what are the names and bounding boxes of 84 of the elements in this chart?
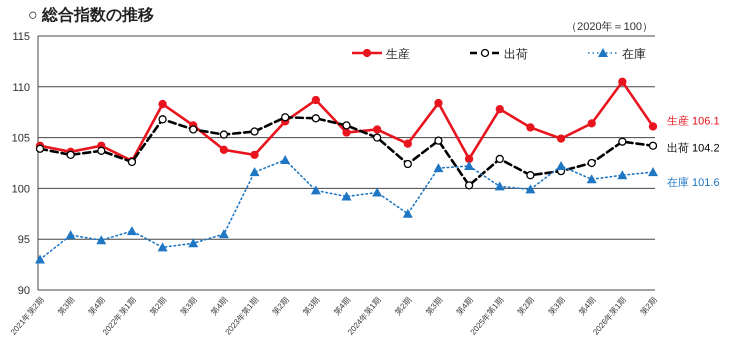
x-tick-label: 第3期 bbox=[178, 296, 199, 317]
x-tick-label: 第2期 bbox=[638, 296, 659, 317]
point bbox=[648, 142, 658, 150]
point bbox=[586, 174, 597, 184]
point bbox=[434, 98, 443, 108]
text: 出荷 104.2 bbox=[667, 142, 720, 155]
point bbox=[158, 242, 168, 252]
point bbox=[588, 119, 596, 128]
point bbox=[188, 238, 198, 248]
point bbox=[373, 125, 382, 134]
x-tick-label: 第4期 bbox=[332, 296, 352, 317]
point bbox=[342, 128, 351, 137]
point bbox=[526, 171, 535, 180]
point bbox=[342, 121, 351, 130]
point bbox=[36, 144, 44, 153]
point bbox=[280, 154, 290, 164]
chart-title: ○ 総合指数の推移 bbox=[28, 6, 154, 24]
point bbox=[373, 133, 382, 142]
point bbox=[433, 163, 444, 172]
y-tick-label: 100 bbox=[12, 183, 30, 196]
point bbox=[342, 192, 352, 201]
x-tick-label: 第4期 bbox=[86, 296, 107, 317]
x-tick-label: 第3期 bbox=[424, 296, 444, 317]
point bbox=[97, 146, 106, 155]
y-tick-label: 110 bbox=[12, 82, 30, 94]
point bbox=[525, 184, 536, 194]
point bbox=[464, 181, 474, 190]
x-tick-label: 第4期 bbox=[577, 296, 598, 317]
point bbox=[281, 113, 290, 122]
point bbox=[618, 78, 626, 86]
point bbox=[310, 185, 321, 194]
point bbox=[66, 150, 75, 160]
point bbox=[189, 125, 198, 134]
x-tick-label: 第3期 bbox=[301, 296, 322, 317]
point bbox=[556, 161, 566, 170]
x-tick-label: 第3期 bbox=[546, 296, 567, 317]
point bbox=[588, 158, 596, 168]
x-tick-label: 第2期 bbox=[516, 296, 536, 317]
point bbox=[220, 130, 228, 139]
point bbox=[494, 181, 505, 190]
x-tick-label: 第2期 bbox=[148, 296, 168, 317]
point bbox=[617, 170, 628, 180]
point bbox=[648, 122, 658, 131]
x-tick-label: 第4期 bbox=[209, 296, 230, 317]
point bbox=[220, 146, 228, 154]
point bbox=[648, 167, 658, 176]
y-tick-label: 105 bbox=[12, 132, 30, 145]
point bbox=[434, 136, 443, 145]
point bbox=[312, 114, 320, 122]
x-tick-label: 第3期 bbox=[56, 296, 76, 317]
point bbox=[556, 134, 566, 143]
point bbox=[496, 154, 504, 164]
point bbox=[464, 161, 474, 170]
x-tick-label: 第2期 bbox=[393, 296, 414, 317]
legend-label: 生産 bbox=[386, 47, 410, 61]
point bbox=[404, 140, 412, 148]
legend-label: 在庫 bbox=[622, 47, 646, 61]
point bbox=[464, 154, 474, 164]
x-tick-label: 第2期 bbox=[270, 296, 291, 317]
point bbox=[158, 100, 167, 108]
point bbox=[126, 226, 137, 236]
point bbox=[526, 123, 535, 132]
point bbox=[312, 96, 320, 104]
text: （2020年＝100） bbox=[566, 21, 653, 33]
y-tick-label: 90 bbox=[18, 285, 30, 297]
point bbox=[96, 235, 106, 244]
point bbox=[218, 229, 229, 238]
point bbox=[158, 115, 167, 124]
y-tick-label: 95 bbox=[18, 234, 30, 246]
point bbox=[402, 208, 413, 218]
point bbox=[250, 150, 259, 160]
point bbox=[618, 138, 626, 146]
x-tick-label: 第4期 bbox=[454, 296, 475, 317]
point bbox=[372, 187, 382, 196]
point bbox=[66, 230, 76, 240]
point bbox=[250, 167, 260, 176]
y-tick-label: 115 bbox=[12, 31, 30, 43]
text: 生産 106.1 bbox=[667, 114, 720, 128]
legend-label: 出荷 bbox=[504, 47, 528, 61]
point bbox=[35, 254, 45, 264]
point bbox=[404, 160, 412, 168]
point bbox=[496, 105, 504, 114]
text: 在庫 101.6 bbox=[667, 176, 720, 190]
point bbox=[250, 127, 259, 136]
